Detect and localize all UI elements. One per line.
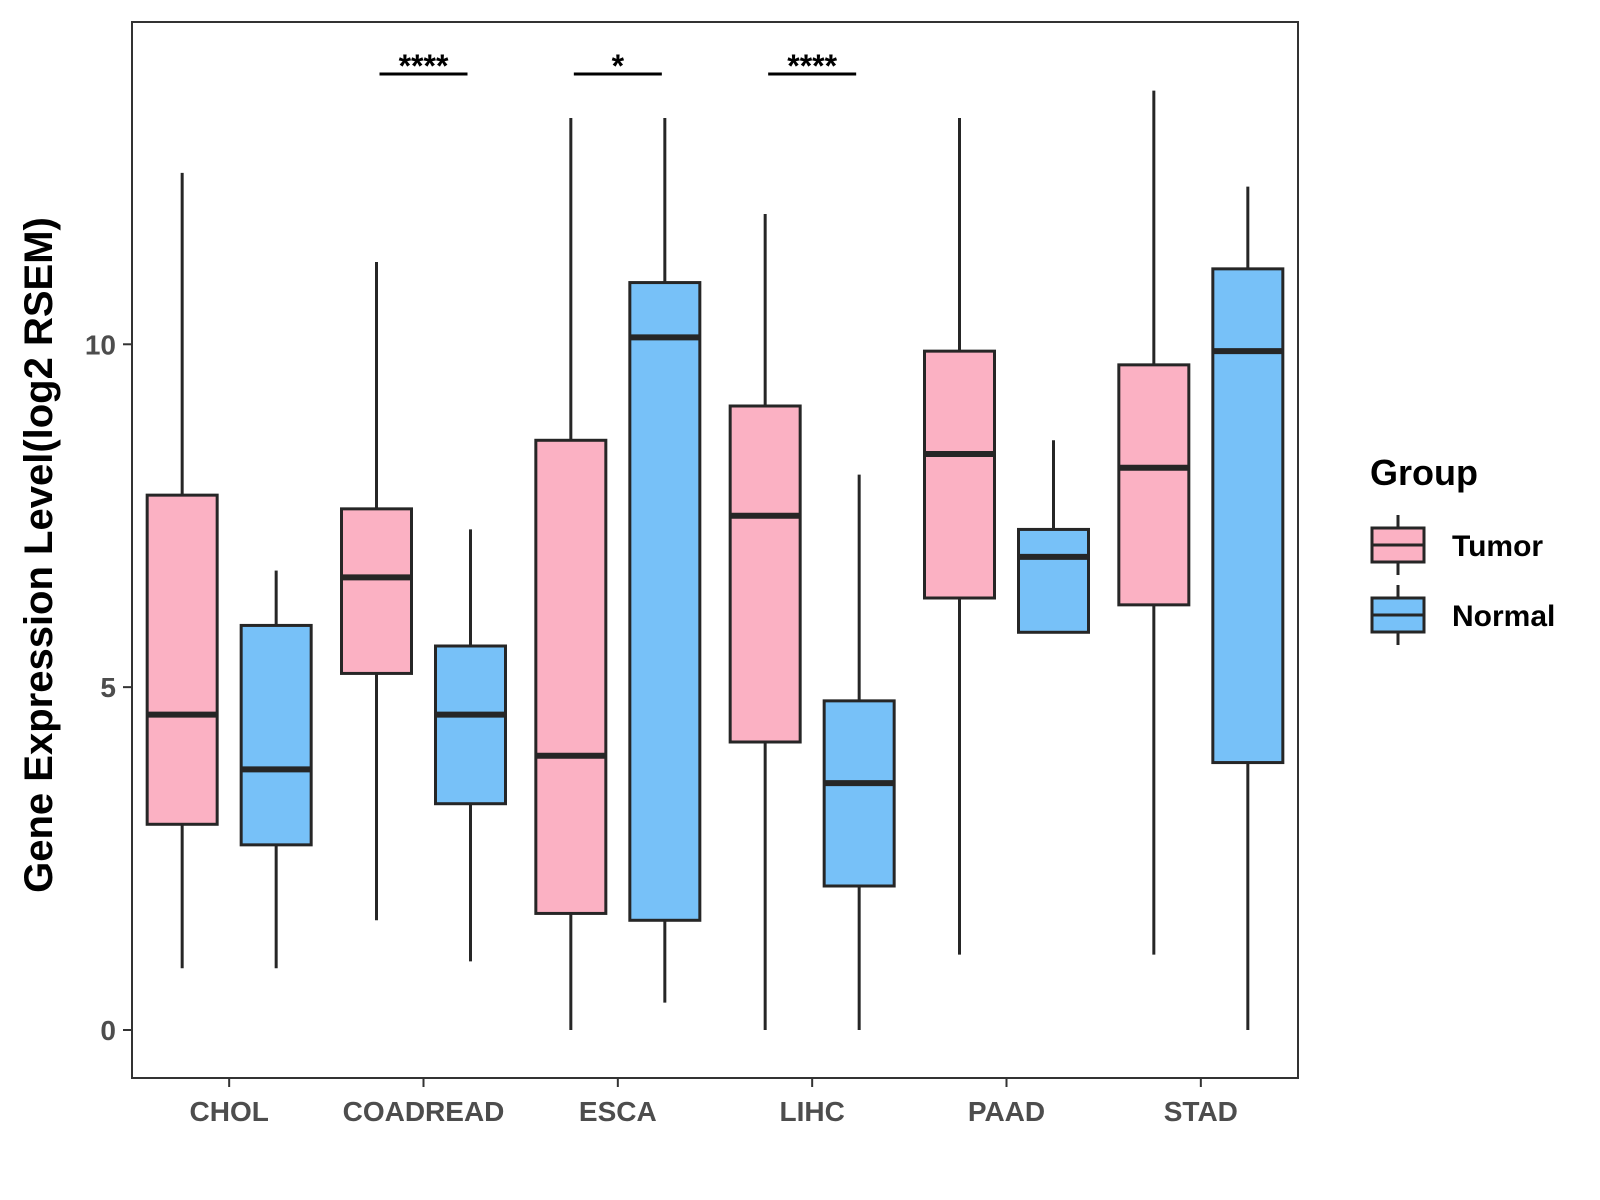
iqr-box [1211,267,1285,765]
box-normal-chol [239,570,313,969]
plot-area: **** * **** [131,21,1299,1079]
box-tumor-stad [1117,90,1191,955]
significance-label: **** [787,48,837,84]
box-tumor-paad [923,118,996,955]
box-normal-paad [1017,440,1090,634]
x-tick-label: LIHC [780,1096,845,1127]
legend-title: Group [1370,452,1478,493]
significance-label: * [612,48,625,84]
legend-label: Normal [1452,600,1555,633]
y-axis: 0 5 10 [85,329,132,1046]
significance-label: **** [399,48,449,84]
y-tick-label: 10 [85,329,116,360]
x-tick-label: CHOL [190,1096,269,1127]
y-tick-label: 0 [100,1015,116,1046]
iqr-box [923,349,996,600]
box-tumor-lihc [728,214,802,1030]
x-tick-label: PAAD [968,1096,1045,1127]
iqr-box [822,699,896,888]
iqr-box [534,438,608,915]
iqr-box [628,281,702,922]
significance-lihc: **** [768,48,857,84]
legend-item-normal: Normal [1370,585,1555,645]
iqr-box [239,623,313,847]
x-axis: CHOL COADREAD ESCA LIHC PAAD STAD [190,1078,1238,1127]
box-tumor-coadread [340,262,413,921]
y-axis-title: Gene Expression Level(log2 RSEM) [17,217,61,893]
box-normal-lihc [822,474,896,1030]
iqr-box [1017,527,1090,634]
box-tumor-esca [534,118,608,1030]
x-tick-label: ESCA [579,1096,657,1127]
box-normal-esca [628,118,702,1003]
significance-coadread: **** [379,48,468,84]
iqr-box [340,507,413,675]
significance-esca: * [573,48,662,84]
iqr-box [434,644,507,806]
legend-item-tumor: Tumor [1370,515,1543,575]
legend: Group Tumor Normal [1370,452,1555,645]
box-normal-coadread [434,529,507,962]
legend-label: Tumor [1452,530,1543,563]
panel-border [131,21,1299,1079]
x-tick-label: COADREAD [343,1096,505,1127]
y-tick-label: 5 [100,672,116,703]
box-normal-stad [1211,186,1285,1030]
iqr-box [145,493,219,826]
iqr-box [728,404,802,744]
box-tumor-chol [145,172,219,969]
iqr-box [1117,363,1191,607]
x-tick-label: STAD [1164,1096,1238,1127]
